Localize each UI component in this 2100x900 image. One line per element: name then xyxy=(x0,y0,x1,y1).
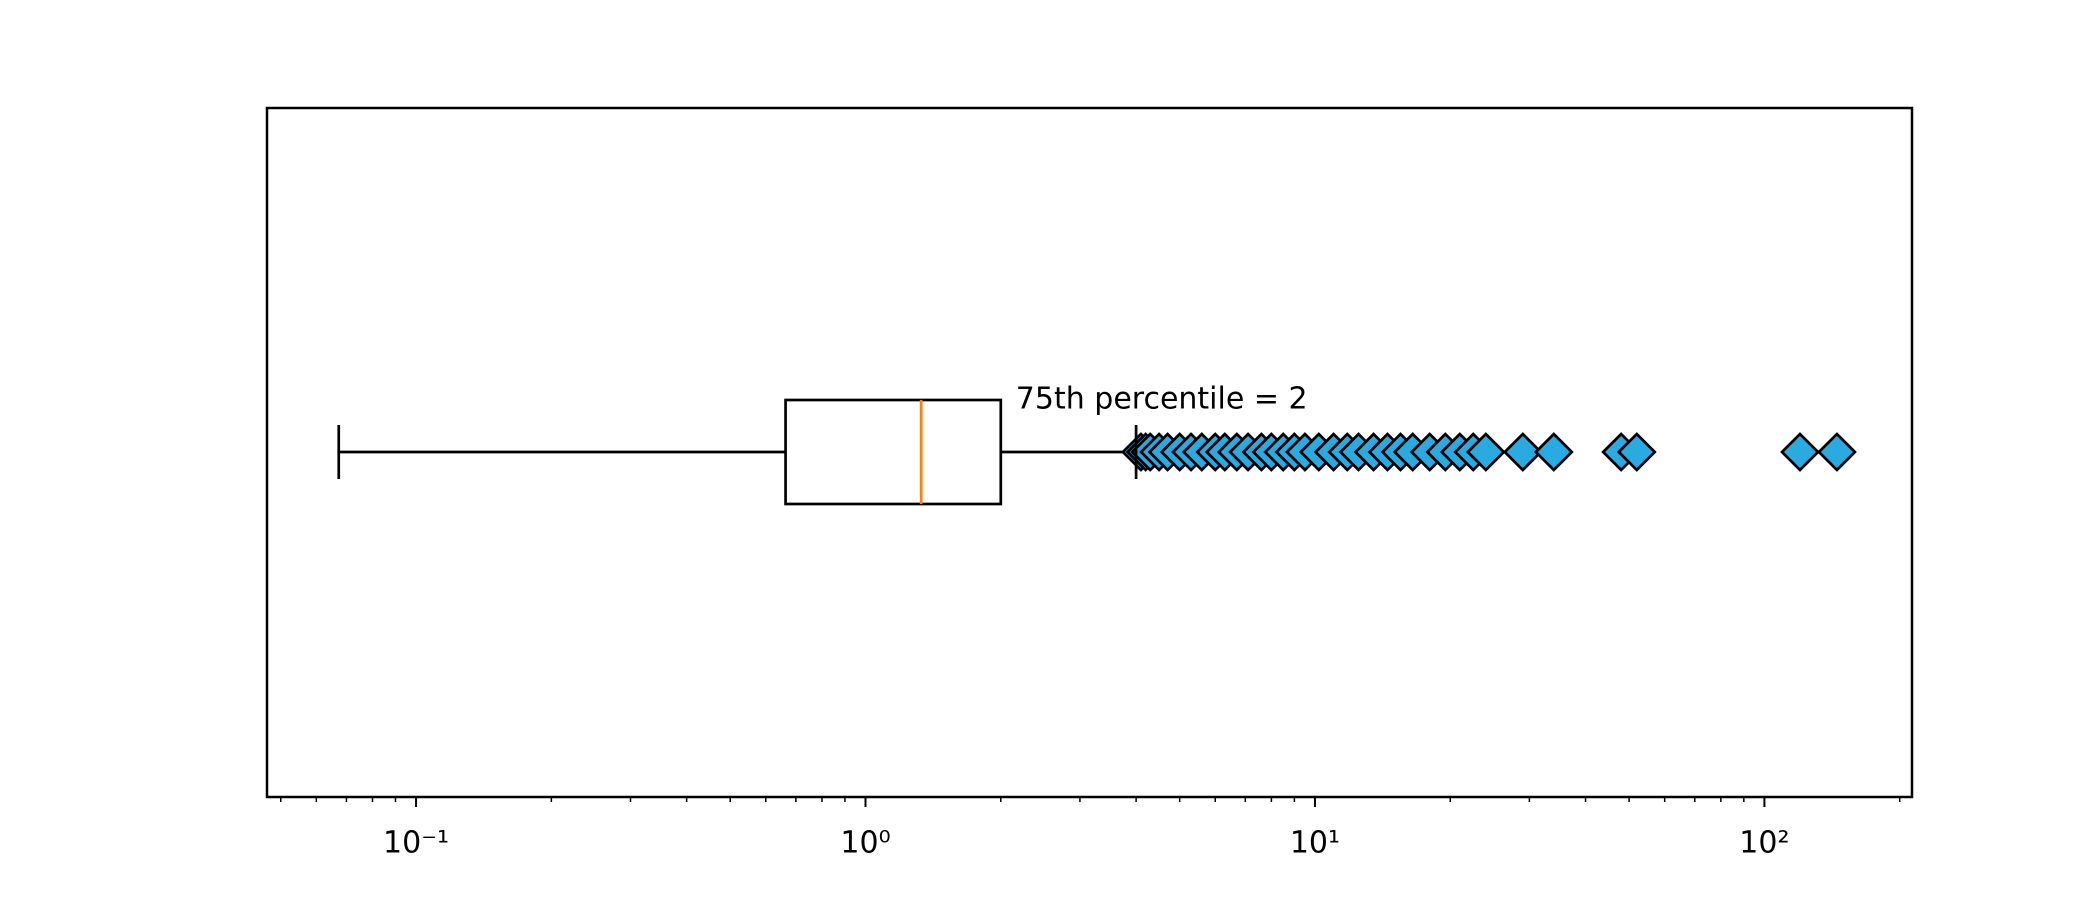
flier xyxy=(1533,432,1574,472)
flier xyxy=(1817,432,1857,472)
x-tick-label: 10⁻¹ xyxy=(383,826,449,861)
annotation: 75th percentile = 2 xyxy=(1016,382,1308,417)
flier xyxy=(1780,432,1820,472)
box xyxy=(784,398,1003,506)
flier xyxy=(1616,432,1657,472)
plot-frame xyxy=(265,106,1914,799)
x-tick-label: 10¹ xyxy=(1290,826,1340,861)
x-tick-label: 10⁰ xyxy=(840,826,890,861)
x-tick-label: 10² xyxy=(1739,826,1789,861)
